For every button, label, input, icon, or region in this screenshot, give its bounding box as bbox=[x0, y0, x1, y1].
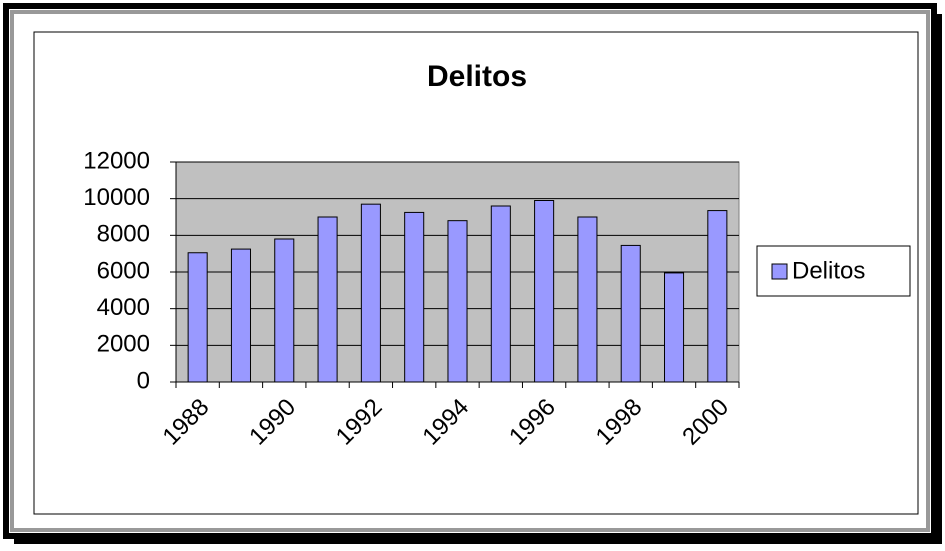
bar bbox=[274, 238, 295, 383]
bar bbox=[664, 272, 685, 383]
y-tick-label: 4000 bbox=[97, 294, 150, 321]
bar bbox=[404, 211, 425, 383]
bar bbox=[707, 210, 728, 383]
bar bbox=[187, 252, 208, 383]
bar bbox=[534, 200, 555, 383]
bar bbox=[317, 216, 338, 383]
y-tick-label: 12000 bbox=[83, 147, 150, 174]
bar bbox=[620, 244, 641, 383]
bar bbox=[360, 203, 381, 383]
y-tick-label: 6000 bbox=[97, 257, 150, 284]
bar bbox=[490, 205, 511, 383]
legend-label: Delitos bbox=[792, 257, 865, 284]
y-tick-label: 0 bbox=[137, 367, 150, 394]
y-tick-label: 10000 bbox=[83, 184, 150, 211]
y-tick-label: 8000 bbox=[97, 221, 150, 248]
bar bbox=[447, 220, 468, 383]
bar bbox=[230, 248, 251, 383]
chart-title: Delitos bbox=[427, 60, 527, 93]
frame-inner bbox=[10, 10, 930, 532]
legend-swatch bbox=[771, 263, 788, 280]
bar bbox=[577, 216, 598, 383]
y-tick-label: 2000 bbox=[97, 331, 150, 358]
